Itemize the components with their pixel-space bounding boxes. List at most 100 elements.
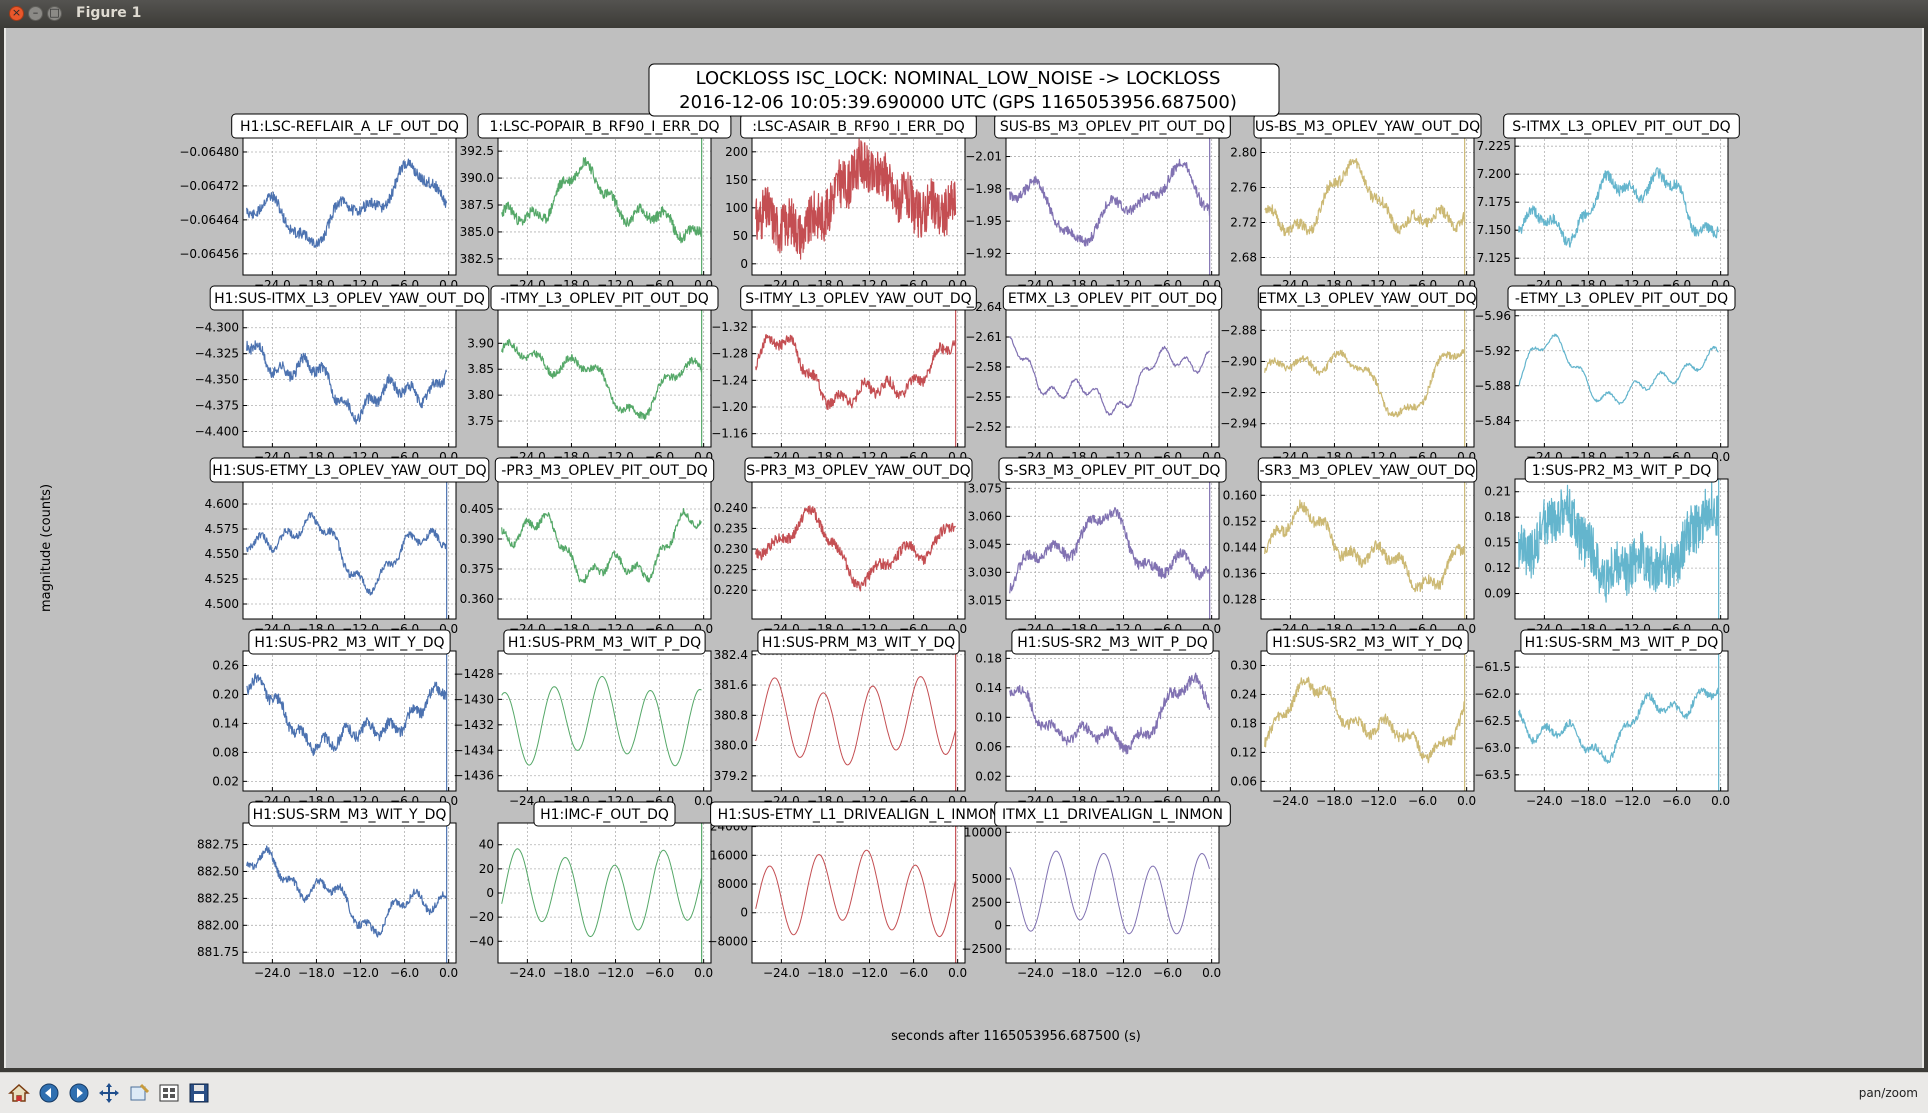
subplot-title: US-BS_M3_OPLEV_YAW_OUT_DQ [1255,119,1480,135]
y-tick-label: 387.5 [460,198,494,212]
close-window-button[interactable]: × [9,6,24,21]
x-tick-label: −12.0 [342,966,379,980]
configure-subplots-button[interactable] [156,1080,182,1106]
data-series-line [755,849,956,938]
subplot-title-box [494,457,715,483]
x-tick-label: −18.0 [1316,794,1353,808]
subplot-title: H1:SUS-SRM_M3_WIT_P_DQ [1525,635,1719,651]
subplot-title: 1:SUS-PR2_M3_WIT_P_DQ [1532,463,1712,479]
y-tick-label: −20 [469,910,494,924]
y-tick-label: −4.325 [195,347,239,361]
y-tick-label: −2.90 [1220,354,1257,368]
close-icon: × [11,6,22,19]
data-series-line [755,333,956,411]
y-tick-label: −1430 [453,692,494,706]
y-tick-label: 2500 [971,895,1002,909]
minimize-icon: – [32,6,39,19]
data-series-line [246,673,448,757]
subplot-title: H1:SUS-ITMX_L3_OPLEV_YAW_OUT_DQ [214,291,485,307]
y-tick-label: −4.375 [195,399,239,413]
data-series-line [1264,349,1466,418]
axes-background [1006,651,1219,791]
axes-background [1261,307,1474,447]
data-series-line [1518,687,1720,764]
suptitle: LOCKLOSS ISC_LOCK: NOMINAL_LOW_NOISE -> … [648,63,1280,117]
x-tick-label: −18.0 [1570,794,1607,808]
figure-xlabel: seconds after 1165053956.687500 (s) [891,1029,1141,1044]
y-tick-label: −0.06456 [179,247,239,261]
y-tick-label: −1.20 [711,400,748,414]
y-tick-label: 0.18 [1484,510,1511,524]
suptitle-line1: LOCKLOSS ISC_LOCK: NOMINAL_LOW_NOISE -> … [696,68,1221,89]
floppy-disk-icon [189,1083,209,1103]
subplot-title: H1:SUS-PR2_M3_WIT_Y_DQ [254,635,444,651]
y-tick-label: 0.18 [975,651,1002,665]
data-series-line [1009,507,1211,594]
y-tick-label: 0.18 [1230,716,1257,730]
subplot-title: :LSC-ASAIR_B_RF90_I_ERR_DQ [752,119,965,135]
y-tick-label: 50 [733,229,748,243]
y-tick-label: 0.08 [212,745,239,759]
x-tick-label: −12.0 [1105,966,1142,980]
zoom-button[interactable] [126,1080,152,1106]
y-tick-label: −2500 [961,942,1002,956]
subplot-title: -SR3_M3_OPLEV_YAW_OUT_DQ [1260,463,1476,479]
zoom-rectangle-icon [130,1083,150,1101]
minimize-window-button[interactable]: – [28,6,43,21]
subplot-title: ETMX_L3_OPLEV_YAW_OUT_DQ [1258,291,1476,307]
subplot-title-box [477,113,732,139]
maximize-window-button[interactable]: □ [47,6,62,21]
y-tick-label: −2.61 [965,330,1002,344]
y-tick-label: −5.88 [1474,379,1511,393]
subplot-title-box [209,457,490,483]
figure-canvas[interactable]: −24.0 −18.0 −12.0 −6.0 0.0 −0.06456 −0.06464 −0… [6,28,1922,1068]
y-tick-label: 882.00 [197,918,239,932]
data-series-line [246,340,448,425]
y-tick-label: 0.06 [975,740,1002,754]
y-tick-label: 0.225 [714,563,748,577]
y-tick-label: 0 [740,906,748,920]
x-tick-label: −24.0 [254,966,291,980]
home-button[interactable] [6,1080,32,1106]
subplot-20: −24.0 −18.0 −12.0 −6.0 0.0−1428−1430−1432−14… [453,629,713,808]
subplot-11: −24.0 −18.0 −12.0 −6.0 0.0−2.88−2.90−2.92−2.… [1220,285,1478,464]
x-tick-label: 0.0 [1457,794,1476,808]
y-tick-label: 0.26 [212,658,239,672]
subplot-title-box [1253,113,1482,139]
subplot-title: SUS-BS_M3_OPLEV_PIT_OUT_DQ [1000,119,1225,135]
subplot-title: ETMX_L3_OPLEV_PIT_OUT_DQ [1008,291,1217,307]
y-tick-label: −0.06472 [179,179,239,193]
y-tick-label: 150 [725,173,748,187]
pan-button[interactable] [96,1080,122,1106]
subplot-5: −24.0 −18.0 −12.0 −6.0 0.02.802.762.722.68US… [1230,113,1482,292]
data-series-line [501,676,702,767]
x-tick-label: −24.0 [763,966,800,980]
y-tick-label: 3.80 [467,388,494,402]
forward-button[interactable] [66,1080,92,1106]
y-tick-label: −2.88 [1220,323,1257,337]
y-tick-label: −4.400 [195,424,239,438]
y-tick-label: 4.600 [205,497,239,511]
save-figure-button[interactable] [186,1080,212,1106]
y-tick-label: −1432 [453,718,494,732]
y-tick-label: 385.0 [460,225,494,239]
subplot-title: H1:SUS-PRM_M3_WIT_Y_DQ [762,635,955,651]
data-series-line [501,508,702,584]
y-tick-label: 200 [725,145,748,159]
y-tick-label: −5.92 [1474,344,1511,358]
y-tick-label: 0.21 [1484,485,1511,499]
x-tick-label: −12.0 [1614,794,1651,808]
y-tick-label: −62.0 [1474,687,1511,701]
x-tick-label: 0.0 [439,966,458,980]
x-tick-label: −24.0 [509,966,546,980]
subplot-title: S-PR3_M3_OPLEV_YAW_OUT_DQ [746,463,970,479]
subplot-title: H1:LSC-REFLAIR_A_LF_OUT_DQ [240,119,459,135]
back-button[interactable] [36,1080,62,1106]
x-tick-label: −6.0 [1408,794,1437,808]
y-tick-label: −2.64 [965,300,1002,314]
axes-background [498,651,711,791]
subplot-title: H1:SUS-ETMY_L3_OPLEV_YAW_OUT_DQ [212,463,486,479]
subplot-title-box [1524,457,1719,483]
y-tick-label: 16000 [710,848,748,862]
y-tick-label: 882.25 [197,891,239,905]
